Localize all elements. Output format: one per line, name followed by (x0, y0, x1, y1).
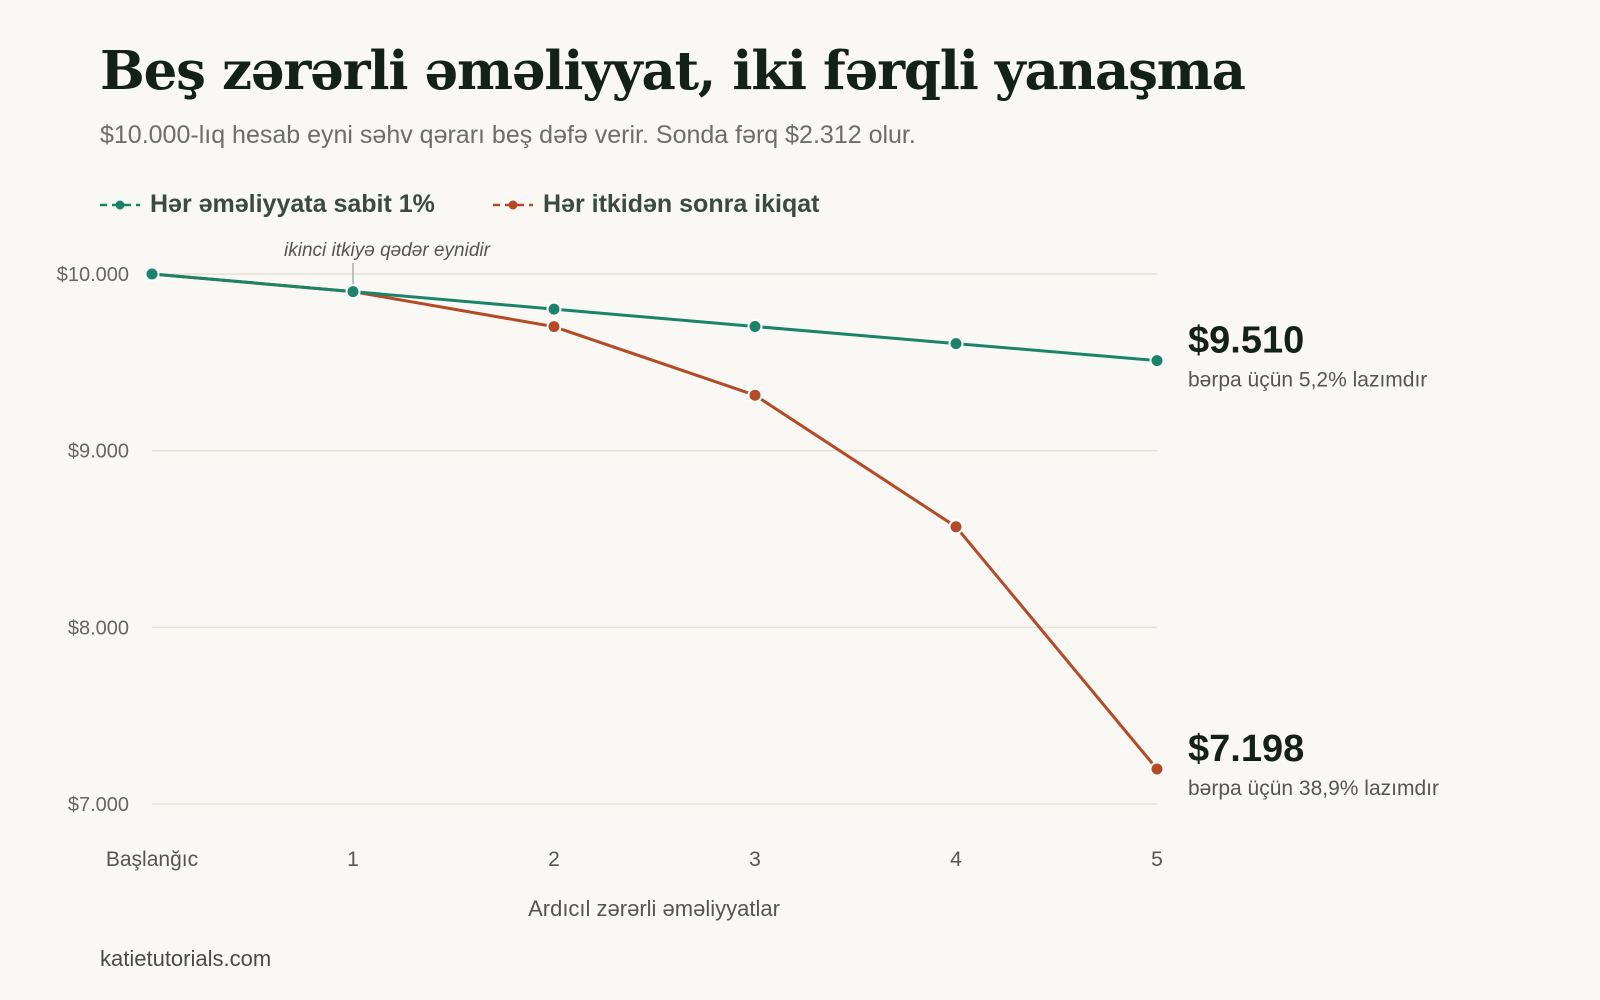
legend-swatch-fixed (100, 200, 140, 209)
annotation-text: ikinci itkiyə qədər eynidir (284, 240, 491, 261)
series-line-0 (151, 272, 1158, 363)
end-value-label-0: $9.510 (1188, 320, 1304, 362)
chart-subtitle: $10.000-lıq hesab eyni səhv qərarı beş d… (100, 121, 916, 149)
end-note-0: bərpa üçün 5,2% lazımdır (1188, 369, 1427, 392)
data-point-0 (747, 318, 763, 334)
x-tick-label: 1 (347, 848, 359, 871)
data-point-1 (1149, 761, 1165, 777)
x-axis-label: Ardıcıl zərərli əməliyyatlar (528, 896, 780, 921)
x-tick-label: Başlanğıc (106, 848, 198, 871)
legend-label-double: Hər itkidən sonra ikiqat (543, 190, 820, 218)
legend-label-fixed: Hər əməliyyata sabit 1% (150, 190, 435, 218)
y-tick-label: $10.000 (57, 264, 129, 286)
data-point-0 (948, 336, 964, 352)
y-tick-label: $7.000 (68, 794, 129, 816)
end-note-1: bərpa üçün 38,9% lazımdır (1188, 777, 1439, 800)
chart-title: Beş zərərli əməliyyat, iki fərqli yanaşm… (100, 40, 1246, 102)
data-point-1 (948, 519, 964, 535)
x-tick-label: 5 (1151, 848, 1163, 871)
x-tick-label: 2 (548, 848, 560, 871)
data-point-0 (345, 284, 361, 300)
legend-item-double: Hər itkidən sonra ikiqat (493, 190, 819, 219)
y-tick-label: $8.000 (68, 617, 129, 639)
data-point-0 (546, 301, 562, 317)
y-tick-label: $9.000 (68, 441, 129, 463)
data-point-0 (144, 266, 160, 282)
x-tick-label: 4 (950, 848, 962, 871)
data-point-1 (747, 387, 763, 403)
source-credit: katietutorials.com (100, 946, 272, 971)
data-point-0 (1149, 353, 1165, 369)
legend-swatch-double (493, 200, 533, 209)
x-tick-label: 3 (749, 848, 761, 871)
legend-item-fixed: Hər əməliyyata sabit 1% (100, 190, 435, 219)
end-value-label-1: $7.198 (1188, 728, 1304, 770)
data-point-1 (546, 319, 562, 335)
